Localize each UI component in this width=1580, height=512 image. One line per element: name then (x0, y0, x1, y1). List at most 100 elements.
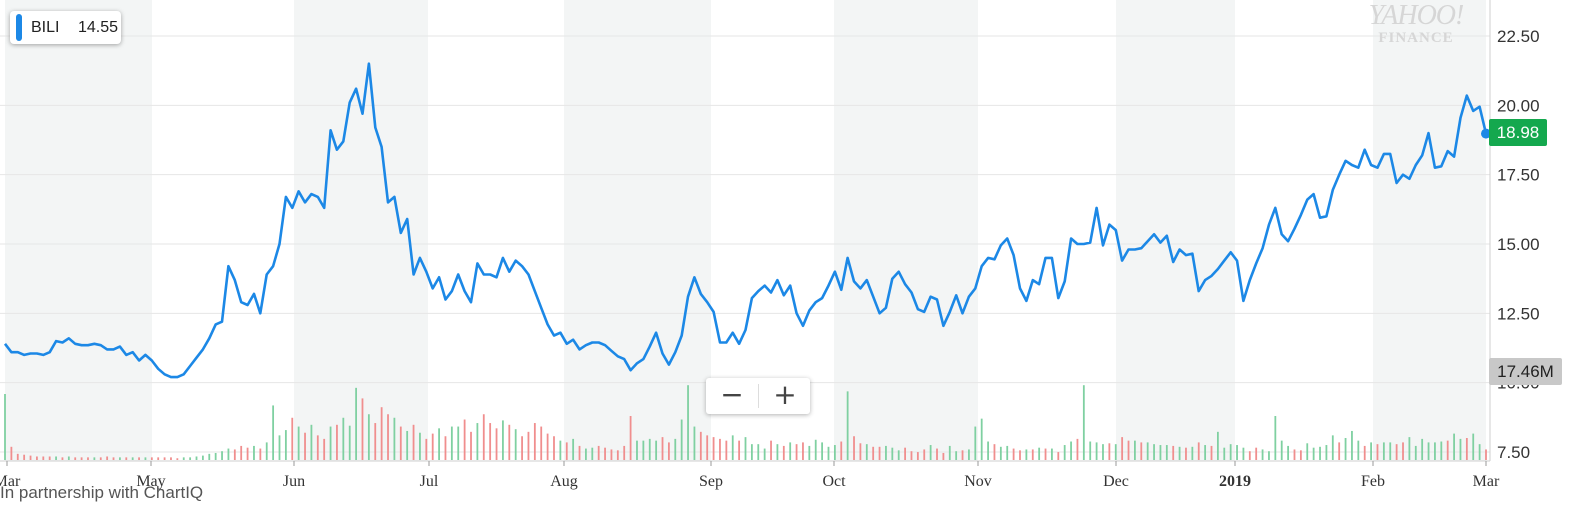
volume-bar (1165, 445, 1168, 460)
volume-bar (604, 447, 606, 460)
volume-bar (495, 428, 498, 460)
volume-bar (1389, 442, 1392, 460)
volume-bar (1485, 449, 1487, 460)
month-band (5, 0, 152, 461)
volume-bar (259, 448, 262, 460)
x-tick-label: Feb (1361, 473, 1385, 490)
volume-bar (399, 426, 402, 460)
volume-bar (233, 449, 236, 460)
volume-bar (948, 445, 951, 460)
volume-bar (987, 441, 989, 460)
volume-bar (770, 440, 772, 460)
volume-bar (42, 456, 45, 460)
volume-bar (1070, 441, 1072, 460)
volume-bar (1063, 445, 1066, 460)
volume-bar (278, 435, 281, 460)
volume-bar (374, 423, 377, 460)
volume-bar (1370, 442, 1372, 460)
volume-bar (508, 424, 511, 460)
volume-bar (329, 426, 332, 460)
volume-bar (163, 457, 166, 460)
volume-bar (1268, 451, 1270, 460)
volume-bar (808, 445, 811, 460)
volume-bar (1408, 437, 1411, 460)
volume-bar (336, 424, 338, 460)
volume-bar (150, 457, 153, 460)
volume-bar (699, 431, 702, 460)
volume-bar (1255, 447, 1258, 460)
volume-bar (616, 450, 619, 460)
zoom-in-button[interactable]: + (773, 378, 797, 411)
volume-bar (974, 426, 977, 460)
volume-bar (782, 445, 785, 460)
volume-bar (425, 438, 428, 460)
volume-bar (821, 442, 824, 460)
volume-bar (87, 457, 89, 460)
volume-bar (323, 438, 326, 460)
x-tick-label: Sep (699, 473, 723, 490)
volume-bar (891, 447, 894, 460)
volume-bar (36, 456, 38, 460)
volume-bar (1127, 440, 1130, 460)
y-tick-label: 15.00 (1497, 235, 1540, 254)
x-tick-label: Oct (822, 473, 846, 490)
volume-bar (1172, 445, 1175, 460)
x-tick-label: 2019 (1219, 473, 1251, 490)
volume-bar (431, 433, 434, 460)
volume-bar (1153, 444, 1155, 460)
volume-bar (1242, 447, 1245, 460)
volume-bar (795, 444, 798, 460)
volume-bar (731, 435, 734, 460)
volume-bar (1082, 385, 1085, 460)
series-color-swatch (16, 14, 22, 41)
volume-bar (859, 443, 862, 460)
volume-bar (99, 457, 102, 460)
volume-bar (74, 457, 77, 460)
volume-bar (1427, 442, 1430, 460)
volume-bar (182, 457, 185, 460)
volume-bar (572, 438, 575, 460)
volume-bar (265, 442, 268, 460)
volume-bar (968, 449, 970, 460)
volume-bar (1089, 441, 1092, 460)
volume-bar (1108, 443, 1111, 460)
volume-bar (750, 444, 753, 460)
volume-bar (1312, 447, 1315, 460)
volume-bar (942, 452, 945, 460)
volume-bar (1446, 440, 1449, 460)
zoom-out-button[interactable]: − (720, 378, 744, 411)
volume-bar (546, 433, 549, 460)
volume-bar (910, 451, 913, 460)
month-band (564, 0, 711, 461)
volume-bar (585, 448, 587, 460)
volume-bar (304, 432, 306, 460)
last-volume-tag: 17.46M (1489, 358, 1562, 385)
volume-bar (361, 398, 364, 460)
volume-bar (610, 449, 613, 460)
volume-bar (457, 426, 460, 460)
volume-bar (1287, 445, 1290, 460)
volume-bar (1478, 444, 1481, 460)
volume-bar (144, 457, 147, 460)
volume-bar (119, 457, 121, 460)
volume-bar (980, 418, 983, 460)
volume-bar (712, 437, 715, 460)
volume-bar (201, 455, 204, 460)
volume-bar (878, 446, 881, 460)
volume-bar (763, 448, 766, 460)
volume-bar (1025, 449, 1028, 460)
volume-bar (642, 440, 645, 460)
volume-bar (1191, 446, 1194, 460)
x-axis: Mar May Jun Jul Aug Sep Oct Nov Dec 2019 Feb Mar (0, 461, 1500, 490)
symbol-legend[interactable]: BILI 14.55 (10, 11, 121, 44)
volume-bar (1057, 452, 1060, 460)
volume-bar (1019, 450, 1021, 460)
volume-bar (923, 449, 926, 460)
x-tick-label: Jun (283, 473, 305, 490)
volume-bar (936, 448, 938, 460)
chartiq-credit[interactable]: In partnership with ChartIQ (0, 483, 204, 502)
volume-bar (112, 457, 115, 460)
